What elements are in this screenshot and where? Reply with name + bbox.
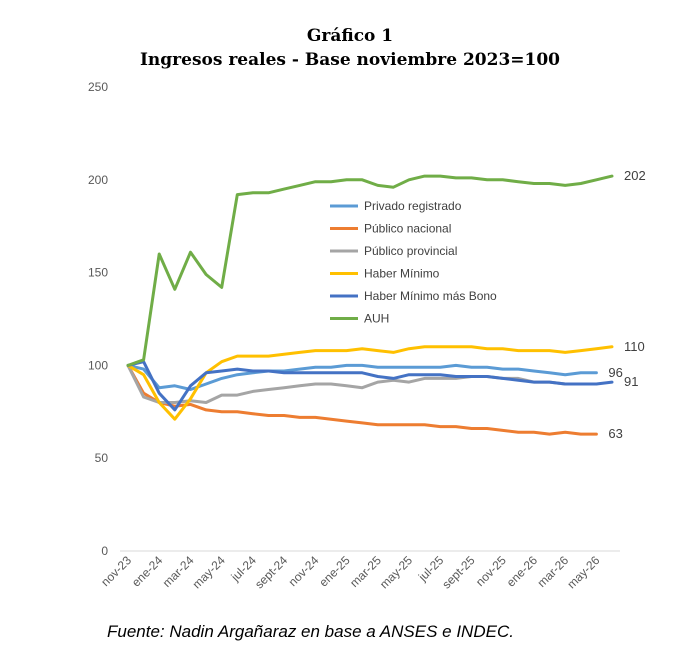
series-line-haber-minimo-mas-bono xyxy=(126,360,614,412)
y-tick-label: 0 xyxy=(101,544,108,558)
y-tick-label: 250 xyxy=(88,80,108,94)
x-tick-label: may-26 xyxy=(564,553,602,591)
chart-subtitle: Ingresos reales - Base noviembre 2023=10… xyxy=(139,50,561,70)
x-tick-label: may-24 xyxy=(190,553,228,591)
source-note: Fuente: Nadin Argañaraz en base a ANSES … xyxy=(107,622,514,641)
x-tick-label: nov-24 xyxy=(286,553,322,589)
chart-title: Gráfico 1 xyxy=(306,26,394,46)
y-tick-label: 150 xyxy=(88,266,108,280)
end-labels: 96 63 110 91 202 xyxy=(608,168,645,441)
y-tick-label: 50 xyxy=(95,451,109,465)
x-tick-label: may-25 xyxy=(377,553,415,591)
x-tick-label: sept-24 xyxy=(252,553,290,591)
end-label-haber-minimo-mas-bono: 91 xyxy=(624,374,638,389)
series-line-haber-minimo xyxy=(126,345,614,421)
x-tick-label: ene-24 xyxy=(129,553,166,590)
legend: Privado registrado Público nacional Públic… xyxy=(330,199,497,326)
x-tick-label: ene-26 xyxy=(504,553,541,590)
x-tick-label: sept-25 xyxy=(439,553,477,591)
x-tick-label: nov-23 xyxy=(98,553,134,589)
series-line-auh xyxy=(126,174,614,367)
legend-entry: Haber Mínimo xyxy=(364,267,440,281)
y-tick-label: 200 xyxy=(88,173,108,187)
end-label-privado-registrado: 96 xyxy=(608,365,622,380)
series-line-publico-nacional xyxy=(126,363,598,436)
x-tick-label: nov-25 xyxy=(473,553,509,589)
series-line-privado-registrado xyxy=(126,363,598,391)
series-line-publico-provincial xyxy=(126,363,598,404)
legend-entry: Público provincial xyxy=(364,244,457,258)
y-axis: 0 50 100 150 200 250 xyxy=(88,80,108,558)
plot-area xyxy=(126,174,614,436)
end-label-publico-nacional: 63 xyxy=(608,426,622,441)
end-label-haber-minimo: 110 xyxy=(624,339,645,354)
legend-entry: Privado registrado xyxy=(364,199,462,213)
legend-entry: Haber Mínimo más Bono xyxy=(364,289,497,303)
legend-entry: AUH xyxy=(364,312,389,326)
y-tick-label: 100 xyxy=(88,358,108,372)
x-tick-label: ene-25 xyxy=(316,553,353,590)
legend-entry: Público nacional xyxy=(364,222,451,236)
end-label-auh: 202 xyxy=(624,168,646,183)
